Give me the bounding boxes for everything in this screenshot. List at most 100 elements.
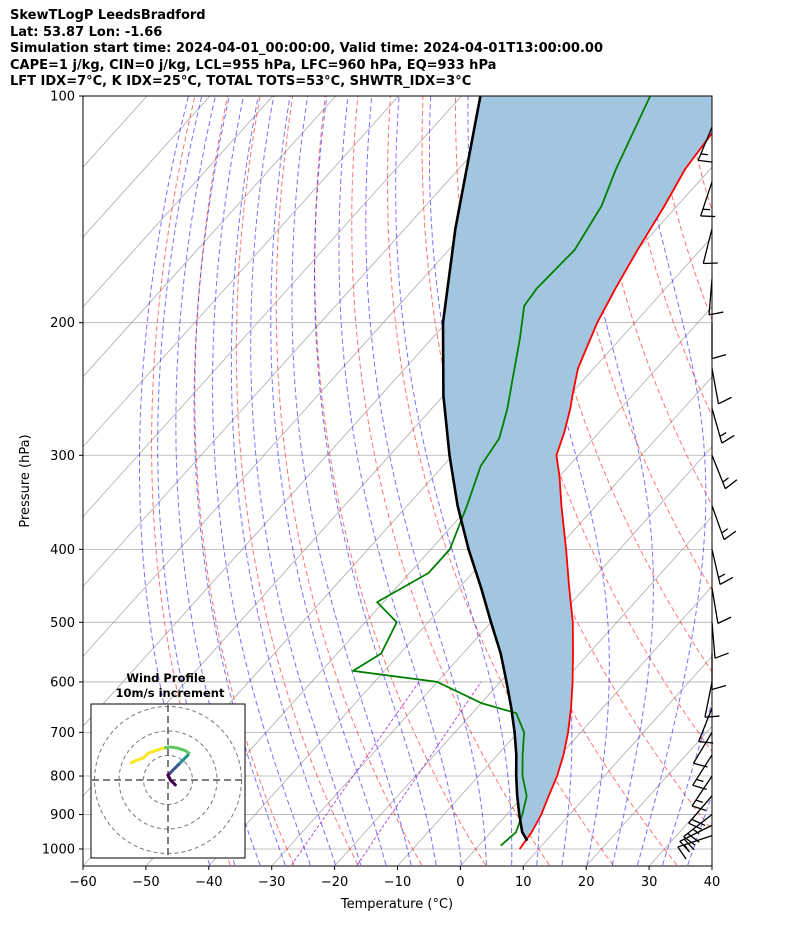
y-tick-label: 100 [50, 90, 75, 105]
y-tick-label: 900 [50, 808, 75, 823]
isotherm-line [335, 446, 712, 866]
wind-barb [688, 795, 713, 830]
moist-adiabat-line [566, 96, 654, 866]
y-tick-label: 400 [50, 543, 75, 558]
temperature-profile-line [518, 131, 712, 850]
x-tick-label: 20 [578, 875, 595, 890]
wind-barb [711, 587, 732, 624]
stability-indices-line: LFT IDX=7°C, K IDX=25°C, TOTAL TOTS=53°C… [10, 74, 472, 89]
isotherm-line [83, 96, 525, 588]
hodograph-subtitle: 10m/s increment [116, 686, 225, 700]
y-tick-label: 800 [50, 770, 75, 785]
isotherm-line [272, 376, 712, 866]
wind-barb [679, 824, 713, 853]
moist-adiabat-line [314, 96, 437, 866]
wind-barb [711, 653, 727, 691]
x-tick-label: −10 [384, 875, 411, 890]
wind-barb [708, 278, 724, 316]
simulation-time-line: Simulation start time: 2024-04-01_00:00:… [10, 41, 603, 56]
wind-barb [711, 322, 727, 360]
parcel-profile-line [441, 96, 529, 842]
wind-barb [704, 681, 720, 718]
dry-adiabat-line [275, 96, 423, 866]
chart-title: SkewTLogP LeedsBradford [10, 8, 206, 23]
wind-barb [698, 707, 714, 744]
isotherm-line [461, 585, 712, 866]
wind-barb [699, 181, 716, 218]
x-tick-label: −60 [69, 875, 96, 890]
y-tick-label: 200 [50, 316, 75, 331]
wind-barb [683, 814, 713, 846]
wind-barb [692, 754, 713, 791]
dry-adiabat-line [351, 96, 550, 866]
x-tick-label: −40 [195, 875, 222, 890]
moist-adiabat-line [193, 96, 286, 866]
dry-adiabat-line [585, 96, 712, 507]
dry-adiabat-line [455, 96, 712, 831]
isotherm-line [83, 96, 85, 98]
y-tick-label: 300 [50, 449, 75, 464]
isotherm-line [586, 725, 712, 866]
moist-adiabat-line [662, 700, 712, 866]
dry-adiabat-line [194, 96, 295, 866]
moist-adiabat-line [230, 96, 336, 866]
dewpoint-profile-line [352, 96, 652, 847]
moist-adiabat-line [250, 96, 362, 866]
dry-adiabat-line [781, 96, 794, 865]
chart-title-block: SkewTLogP LeedsBradford Lat: 53.87 Lon: … [10, 8, 603, 91]
moist-adiabat-line [270, 96, 387, 866]
wind-barb [711, 622, 729, 659]
moist-adiabat-line [212, 96, 311, 866]
mixing-ratio-lines [291, 681, 482, 866]
x-tick-label: −30 [258, 875, 285, 890]
hodograph-title: Wind Profile [126, 671, 206, 685]
isotherm-line [83, 96, 274, 308]
moist-adiabat-line [738, 96, 794, 865]
dry-adiabat-line [314, 96, 486, 866]
x-tick-label: 0 [456, 875, 464, 890]
y-tick-label: 600 [50, 675, 75, 690]
isotherm-line [83, 96, 211, 238]
x-tick-label: 10 [515, 875, 532, 890]
cape-shading [443, 96, 712, 849]
dry-adiabat-line [235, 96, 359, 866]
x-tick-label: −50 [132, 875, 159, 890]
moist-adiabat-line [365, 96, 487, 866]
dry-adiabat-line [716, 96, 794, 865]
isotherm-line [83, 96, 462, 518]
hodograph-segment [129, 758, 138, 765]
moist-adiabat-line [687, 793, 712, 866]
wind-barb [711, 455, 738, 490]
x-tick-label: 40 [704, 875, 721, 890]
dry-adiabat-line [749, 96, 794, 865]
mixing-ratio-line [356, 681, 482, 866]
wind-barb [711, 505, 737, 541]
wind-barb [697, 126, 713, 163]
wind-barb [711, 549, 734, 585]
wind-barb [702, 228, 718, 265]
y-tick-label: 1000 [42, 843, 75, 858]
isotherm-line [83, 96, 399, 448]
wind-barb [711, 368, 732, 405]
hodograph-inset: Wind Profile 10m/s increment [90, 671, 246, 859]
y-tick-label: 500 [50, 616, 75, 631]
cape-indices-line: CAPE=1 j/kg, CIN=0 j/kg, LCL=955 hPa, LF… [10, 57, 497, 73]
wind-barb [691, 775, 713, 812]
y-axis-label: Pressure (hPa) [18, 434, 33, 527]
moist-adiabat-line [338, 96, 462, 866]
x-tick-label: 30 [641, 875, 658, 890]
wind-barb [711, 408, 735, 444]
moist-adiabat-line [634, 96, 707, 866]
isotherm-line [776, 96, 794, 865]
wind-barbs [677, 126, 738, 860]
location-line: Lat: 53.87 Lon: -1.66 [10, 24, 163, 40]
isotherm-line [83, 96, 336, 378]
mixing-ratio-line [291, 681, 420, 866]
wind-barb [692, 732, 713, 768]
moist-adiabat-line [291, 96, 412, 866]
dry-adiabat-line [386, 96, 614, 866]
x-tick-label: −20 [321, 875, 348, 890]
y-tick-label: 700 [50, 726, 75, 741]
x-axis-label: Temperature (°C) [340, 897, 453, 912]
